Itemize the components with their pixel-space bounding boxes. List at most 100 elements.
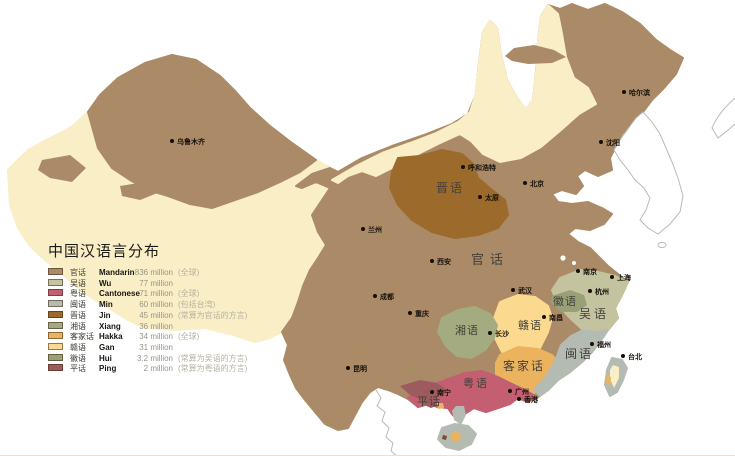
legend-name-zh: 吴语: [70, 278, 86, 288]
region-non-sinitic-north-band: [331, 4, 597, 184]
lake: [572, 261, 576, 265]
legend-name-en: Hui: [99, 353, 112, 363]
city-dot: [523, 181, 527, 185]
region-min: [533, 329, 609, 397]
city-dot: [590, 342, 594, 346]
region-jin: [389, 149, 509, 239]
legend-name-en: Cantonese: [99, 289, 140, 299]
legend-name-zh: 客家话: [70, 332, 94, 342]
legend-name-en: Xiang: [99, 321, 121, 331]
legend-speaker-count: 34 million: [139, 332, 173, 342]
city-dot: [478, 195, 482, 199]
legend-name-zh: 晋语: [70, 310, 86, 320]
region-mandarin-west-islet: [38, 155, 86, 182]
legend-speaker-count: 2 million: [143, 364, 173, 374]
region-xiang: [437, 306, 498, 359]
city-label: 香港: [524, 395, 538, 404]
region-label: 吴语: [579, 307, 610, 321]
city-dot: [361, 227, 365, 231]
legend-speaker-count: 77 million: [139, 278, 173, 288]
city-dot: [576, 269, 580, 273]
legend-swatch-gan: [48, 342, 63, 350]
region-mandarin-west-islet-2: [120, 182, 160, 200]
city-label: 哈尔滨: [629, 88, 650, 97]
legend-name-zh: 湘语: [70, 321, 86, 331]
lake: [560, 255, 566, 261]
legend-swatch-hakka: [48, 332, 63, 340]
city-dot: [430, 390, 434, 394]
city-label: 乌鲁木齐: [177, 137, 205, 146]
legend-swatch-jin: [48, 310, 63, 318]
legend-name-en: Jin: [99, 310, 111, 320]
legend-speaker-count: 45 million: [139, 310, 173, 320]
legend-name-zh: 闽语: [70, 300, 86, 310]
legend-speaker-count: 60 million: [139, 300, 173, 310]
hainan-spot: [442, 435, 447, 440]
city-dot: [599, 140, 603, 144]
legend-name-zh: 徽语: [70, 353, 86, 363]
legend-note: (包括台湾): [178, 300, 216, 310]
legend-speaker-count: 36 million: [139, 321, 173, 331]
city-label: 昆明: [353, 364, 367, 373]
legend-swatch-hui: [48, 353, 63, 361]
region-min-leizhou: [452, 406, 466, 425]
city-label: 南昌: [549, 313, 563, 322]
legend-swatch-wu: [48, 278, 63, 286]
region-label: 赣语: [518, 319, 542, 332]
legend-swatch-cantonese: [48, 289, 63, 297]
city-label: 杭州: [595, 287, 609, 296]
region-label: 客家话: [503, 359, 546, 373]
region-mandarin-ne-blob: [505, 45, 566, 64]
region-non-sinitic-taiwan: [610, 365, 619, 388]
japan-outline: [711, 97, 735, 139]
legend-title: 中国汉语言分布: [48, 242, 161, 260]
legend-note: (常算为吴语的方言): [178, 353, 248, 363]
legend: 中国汉语言分布 官话 Mandarin 836 million (全球) 吴语 Wu 77 …: [48, 240, 348, 373]
city-label: 兰州: [368, 225, 382, 234]
legend-swatch-min: [48, 300, 63, 308]
legend-name-zh: 平话: [70, 364, 86, 374]
city-label: 上海: [617, 273, 631, 282]
city-label: 呼和浩特: [468, 163, 496, 172]
city-dot: [373, 294, 377, 298]
city-label: 太原: [485, 193, 499, 202]
legend-name-en: Mandarin: [99, 268, 135, 277]
legend-note: (常算为官话的方言): [178, 310, 248, 320]
city-dot: [408, 311, 412, 315]
city-label: 成都: [380, 292, 394, 301]
legend-swatch-mandarin: [48, 268, 63, 275]
city-label: 沈阳: [606, 138, 620, 147]
region-ping-2: [422, 396, 441, 408]
city-label: 北京: [530, 179, 544, 188]
city-dot: [542, 315, 546, 319]
region-hakka-patch-taiwan: [605, 375, 611, 386]
region-hakka-patch-hainan: [450, 432, 461, 442]
region-label: 徽语: [553, 295, 577, 308]
city-dot: [346, 366, 350, 370]
vietnam-border-outline: [375, 389, 398, 456]
region-cantonese: [407, 370, 536, 421]
city-dot: [621, 354, 625, 358]
legend-name-en: Ping: [99, 364, 117, 374]
region-hui: [551, 290, 587, 312]
city-label: 西安: [437, 257, 451, 266]
legend-swatch-xiang: [48, 321, 63, 329]
city-dot: [430, 259, 434, 263]
legend-note: (全球): [178, 268, 200, 277]
city-dot: [517, 397, 521, 401]
city-dot: [622, 90, 626, 94]
legend-speaker-count: 3.2 million: [136, 353, 173, 363]
city-label: 南宁: [437, 388, 451, 397]
city-dot: [588, 289, 592, 293]
city-label: 重庆: [415, 309, 429, 318]
city-dot: [488, 331, 492, 335]
region-label: 官话: [471, 253, 510, 268]
city-dot: [170, 139, 174, 143]
region-ping: [400, 380, 447, 401]
legend-speaker-count: 71 million: [139, 289, 173, 299]
city-label: 台北: [628, 352, 642, 361]
jeju-island-outline: [657, 242, 667, 248]
legend-name-en: Min: [99, 300, 113, 310]
